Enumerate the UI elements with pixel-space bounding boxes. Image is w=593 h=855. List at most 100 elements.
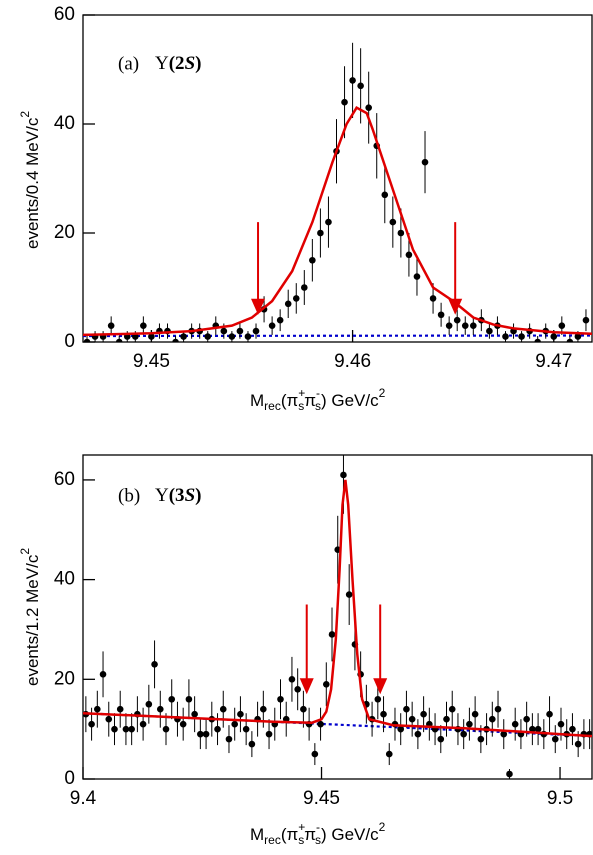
x-tick-label: 9.5 (547, 788, 573, 809)
data-point (268, 322, 276, 329)
data-point (471, 710, 479, 718)
data-point (566, 338, 574, 342)
state-part: ) (195, 485, 201, 506)
data-point (389, 218, 397, 226)
data-point (502, 333, 509, 340)
state-part: (3 (169, 485, 185, 506)
data-point (214, 725, 221, 733)
x-axis-label-part: (π (281, 825, 298, 844)
data-point (365, 104, 372, 111)
data-point (107, 322, 115, 329)
data-point (574, 333, 582, 340)
data-point (461, 322, 469, 329)
x-axis-label-part: s (298, 399, 304, 413)
x-axis-label-part: + (298, 820, 305, 834)
data-point (111, 725, 118, 733)
panel-label: (a) (118, 53, 139, 74)
y-tick-label: 20 (54, 222, 75, 243)
data-point (202, 730, 210, 738)
x-axis-label-part: π (304, 825, 316, 844)
data-point (172, 338, 179, 342)
data-point (453, 316, 461, 324)
data-point (534, 725, 542, 733)
data-point (500, 730, 508, 738)
y-axis-label: events/1.2 MeV/c2 (18, 548, 42, 686)
cut-arrow-head (299, 678, 314, 695)
total-fit (83, 479, 592, 738)
data-point (115, 338, 123, 342)
data-point (403, 705, 410, 713)
data-point (437, 311, 445, 319)
y-tick-label: 0 (64, 331, 75, 352)
data-point (488, 715, 496, 723)
data-point (260, 705, 267, 713)
x-axis-label-part: ) GeV/c (321, 825, 379, 844)
x-axis-label: Mrec(π+ sπ-s) GeV/c2 (250, 386, 386, 413)
data-point (179, 720, 187, 728)
data-point (408, 715, 416, 723)
x-tick-label: 9.4 (70, 788, 97, 809)
data-point (574, 740, 582, 748)
x-axis-label-part: s (315, 399, 321, 413)
x-tick-label: 9.46 (334, 351, 371, 372)
x-axis-label-part: s (298, 833, 304, 847)
y-axis-label-part: events/1.2 MeV/c (23, 554, 42, 686)
data-point (345, 591, 353, 598)
data-point (534, 338, 541, 342)
data-point (466, 720, 473, 728)
data-point (300, 705, 307, 713)
data-point (276, 316, 284, 324)
data-point (317, 229, 324, 237)
data-point (288, 676, 296, 683)
data-point (197, 730, 204, 738)
data-point (220, 327, 228, 335)
state-label: Υ(2S) (155, 53, 201, 74)
state-part: S (185, 53, 196, 74)
data-point (148, 333, 155, 340)
data-point (105, 715, 113, 723)
data-point (328, 631, 336, 638)
y-axis-label: events/0.4 MeV/c2 (18, 111, 42, 249)
y-tick-label: 40 (54, 569, 75, 590)
state-label: Υ(3S) (155, 485, 201, 506)
x-axis-label-part: - (316, 820, 320, 834)
data-point (248, 740, 256, 748)
x-axis-label-part: (π (281, 391, 298, 410)
state-part: (2 (169, 53, 185, 74)
data-point (445, 322, 453, 329)
data-point (385, 750, 393, 758)
data-point (420, 710, 427, 718)
state-part: Υ (155, 53, 169, 74)
data-point (236, 327, 244, 335)
data-point (204, 333, 212, 340)
x-axis-label-part: s (315, 833, 321, 847)
y-axis-label-part: 2 (18, 548, 32, 555)
data-point (413, 273, 421, 280)
data-point (168, 695, 176, 703)
data-point (397, 725, 405, 733)
data-point (162, 725, 170, 733)
x-axis-label-part: M (250, 825, 264, 844)
data-point (252, 327, 260, 335)
y-tick-label: 60 (54, 469, 75, 490)
y-axis-label-part: events/0.4 MeV/c (23, 117, 42, 249)
x-tick-label: 9.45 (303, 788, 340, 809)
data-point (140, 322, 147, 329)
data-point (265, 730, 273, 738)
data-point (191, 710, 198, 718)
y-axis-label-part: 2 (18, 111, 32, 118)
data-point (443, 715, 450, 723)
data-point (317, 720, 324, 728)
panel-label: (b) (118, 485, 140, 506)
x-tick-label: 9.45 (133, 351, 170, 372)
x-axis-label-part: 2 (379, 386, 386, 400)
data-point (231, 720, 238, 728)
data-point (550, 333, 558, 340)
data-point (139, 720, 147, 728)
data-point (529, 725, 536, 733)
data-point (477, 735, 485, 743)
cut-arrow-head (448, 298, 463, 315)
data-point (511, 720, 519, 728)
data-point (380, 710, 387, 718)
